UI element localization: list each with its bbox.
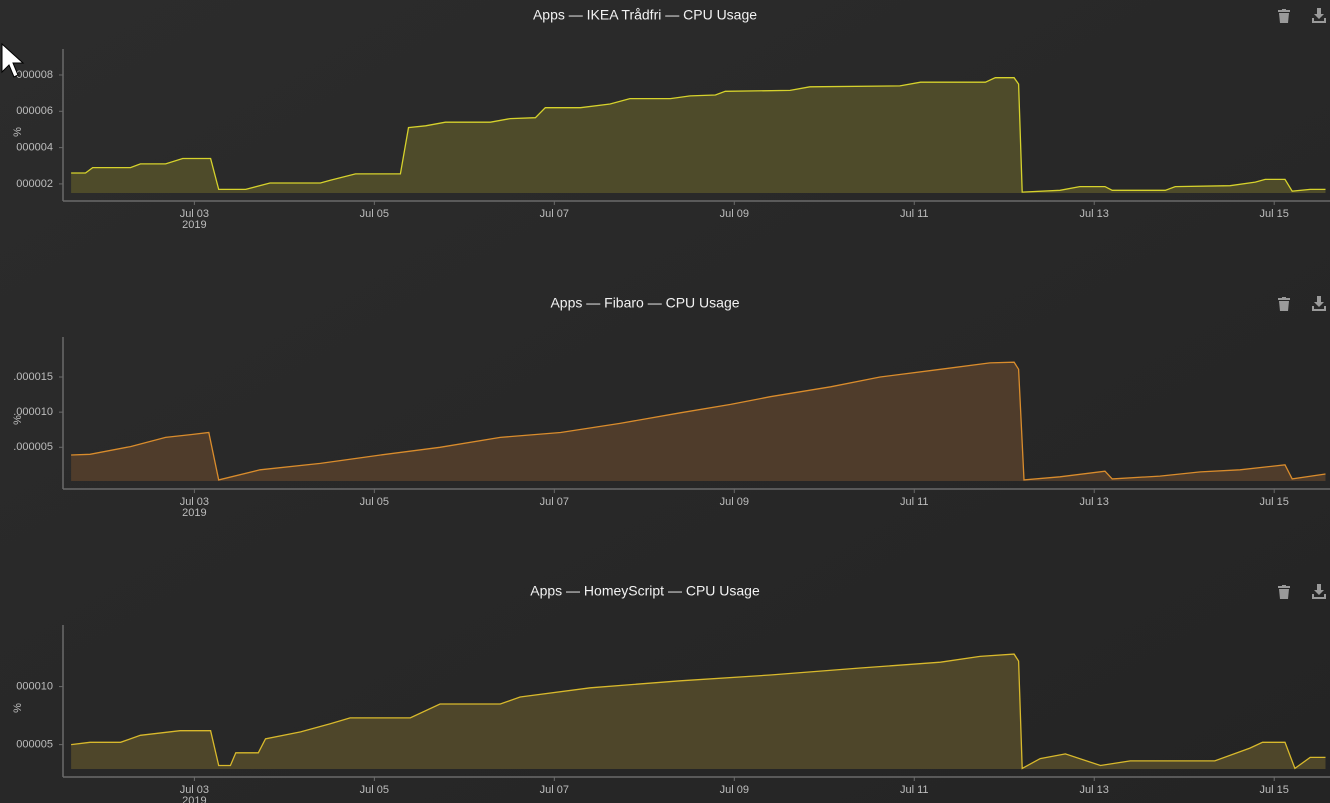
icon-part [1312,18,1326,23]
y-tick-label: .000015 [13,371,53,383]
icon-part [1314,8,1324,19]
y-tick-label: 000010 [16,680,53,692]
x-tick-label: Jul 15 [1260,784,1289,796]
download-button[interactable] [1312,8,1326,23]
y-tick-label: 000002 [16,178,53,190]
line [71,653,1326,770]
x-year-label: 2019 [182,795,206,803]
y-axis-label: % [12,703,24,713]
x-tick-label: Jul 05 [360,496,389,508]
delete-button[interactable] [1278,297,1290,311]
x-tick-label: Jul 07 [540,496,569,508]
y-tick-label: 000008 [16,69,53,81]
x-year-label: 2019 [182,507,206,519]
x-year-label: 2019 [182,219,206,231]
x-tick-label: Jul 09 [720,496,749,508]
area-fill [71,362,1326,481]
x-tick-label: Jul 13 [1080,784,1109,796]
chart-title: Apps — IKEA Trådfri — CPU Usage [533,7,757,23]
download-button[interactable] [1312,296,1326,311]
chart-panel: Apps — Fibaro — CPU Usage% .000015 .000010… [12,295,1330,519]
icon-part [1282,9,1286,11]
x-tick-label: Jul 15 [1260,496,1289,508]
y-tick-label: .000010 [13,406,53,418]
delete-button[interactable] [1278,585,1290,599]
icon-part [1282,585,1286,587]
x-tick-label: Jul 07 [540,208,569,220]
x-tick-label: Jul 03 [180,784,209,796]
icon-part [1312,594,1326,599]
icon-part [1314,584,1324,595]
area-fill [71,654,1326,769]
x-tick-label: Jul 13 [1080,496,1109,508]
x-tick-label: Jul 11 [900,784,929,796]
chart-title: Apps — Fibaro — CPU Usage [550,295,739,311]
icon-part [1312,306,1326,311]
x-tick-label: Jul 13 [1080,208,1109,220]
icon-part [1282,297,1286,299]
download-button[interactable] [1312,584,1326,599]
x-tick-label: Jul 07 [540,784,569,796]
area-fill [71,77,1326,193]
x-tick-label: Jul 03 [180,208,209,220]
icon-part [1279,589,1289,599]
icon-part [1314,296,1324,307]
x-tick-label: Jul 05 [360,208,389,220]
x-tick-label: Jul 05 [360,784,389,796]
icon-part [1279,13,1289,23]
y-tick-label: .000005 [13,441,53,453]
chart-title: Apps — HomeyScript — CPU Usage [530,583,760,599]
mouse-cursor [1,42,25,78]
icon-part [1279,301,1289,311]
x-tick-label: Jul 11 [900,496,929,508]
charts: Apps — IKEA Trådfri — CPU Usage% 000008 00… [12,7,1330,803]
x-tick-label: Jul 11 [900,208,929,220]
delete-button[interactable] [1278,9,1290,23]
y-tick-label: 000005 [16,739,53,751]
x-tick-label: Jul 09 [720,784,749,796]
x-tick-label: Jul 03 [180,496,209,508]
y-tick-label: 000004 [16,142,53,154]
y-axis-label: % [12,415,24,425]
x-tick-label: Jul 15 [1260,208,1289,220]
y-tick-label: 000006 [16,105,53,117]
line [71,77,1326,193]
chart-panel: Apps — IKEA Trådfri — CPU Usage% 000008 00… [12,7,1330,231]
x-tick-label: Jul 09 [720,208,749,220]
y-axis-label: % [12,127,24,137]
chart-panel: Apps — HomeyScript — CPU Usage% 000010 000… [12,583,1330,803]
line [71,361,1326,481]
